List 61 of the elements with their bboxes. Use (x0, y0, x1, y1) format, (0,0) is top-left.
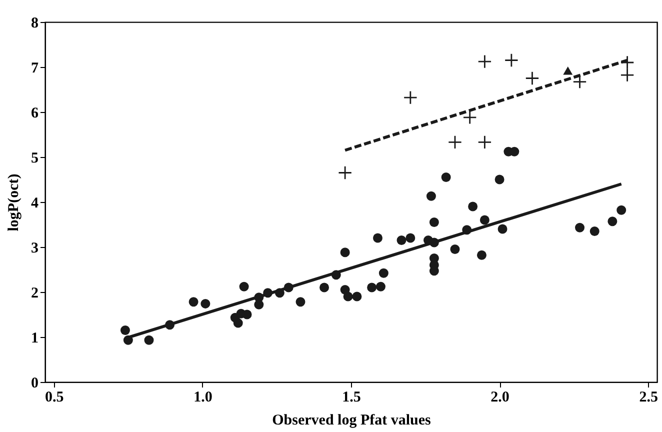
point (239, 282, 249, 292)
point (476, 250, 486, 260)
point (406, 233, 416, 243)
point (572, 74, 587, 89)
point (441, 172, 451, 182)
point (620, 68, 634, 82)
point (233, 318, 243, 328)
point (320, 282, 330, 292)
y-tick-label: 4 (31, 196, 39, 212)
point (608, 216, 618, 226)
point (296, 297, 306, 307)
point (478, 54, 492, 69)
point (200, 298, 210, 308)
point (338, 166, 352, 180)
point (372, 233, 382, 243)
point (504, 53, 518, 68)
point (340, 248, 350, 258)
y-tick-label: 2 (31, 286, 38, 302)
y-tick-label: 1 (31, 330, 38, 346)
y-tick-label: 0 (31, 376, 38, 392)
point (590, 226, 600, 236)
point (343, 292, 353, 302)
point (480, 215, 490, 225)
point (448, 135, 462, 150)
point (498, 224, 508, 234)
point (494, 174, 504, 184)
y-tick-label: 5 (31, 150, 38, 166)
point (450, 244, 460, 254)
point (510, 146, 520, 156)
point (242, 310, 252, 320)
point (462, 110, 477, 124)
y-tick-label: 3 (31, 240, 38, 256)
point (378, 268, 388, 278)
x-tick-label: 1.0 (194, 390, 212, 406)
point (352, 292, 362, 302)
point (367, 282, 377, 292)
point (396, 236, 406, 245)
x-tick-label: 2.5 (639, 390, 658, 406)
y-tick-label: 6 (31, 106, 39, 122)
x-tick-label: 2.0 (490, 390, 510, 406)
y-tick-label: 7 (31, 60, 39, 76)
point (144, 335, 154, 345)
point (575, 222, 584, 232)
point (426, 191, 436, 201)
point (120, 326, 130, 335)
point (525, 71, 540, 86)
y-tick-label: 8 (31, 16, 38, 32)
point (620, 55, 634, 70)
point (429, 218, 439, 227)
x-tick-label: 1.5 (342, 390, 361, 406)
x-axis-title: Observed log Pfat values (272, 412, 432, 428)
x-tick-label: 0.5 (45, 390, 64, 406)
point (188, 297, 198, 307)
point (429, 266, 439, 276)
point (478, 135, 492, 150)
point (616, 205, 626, 215)
y-axis-title: logP(oct) (6, 174, 22, 232)
point (468, 202, 478, 212)
point (563, 66, 573, 75)
point (376, 282, 386, 292)
point (403, 90, 418, 105)
